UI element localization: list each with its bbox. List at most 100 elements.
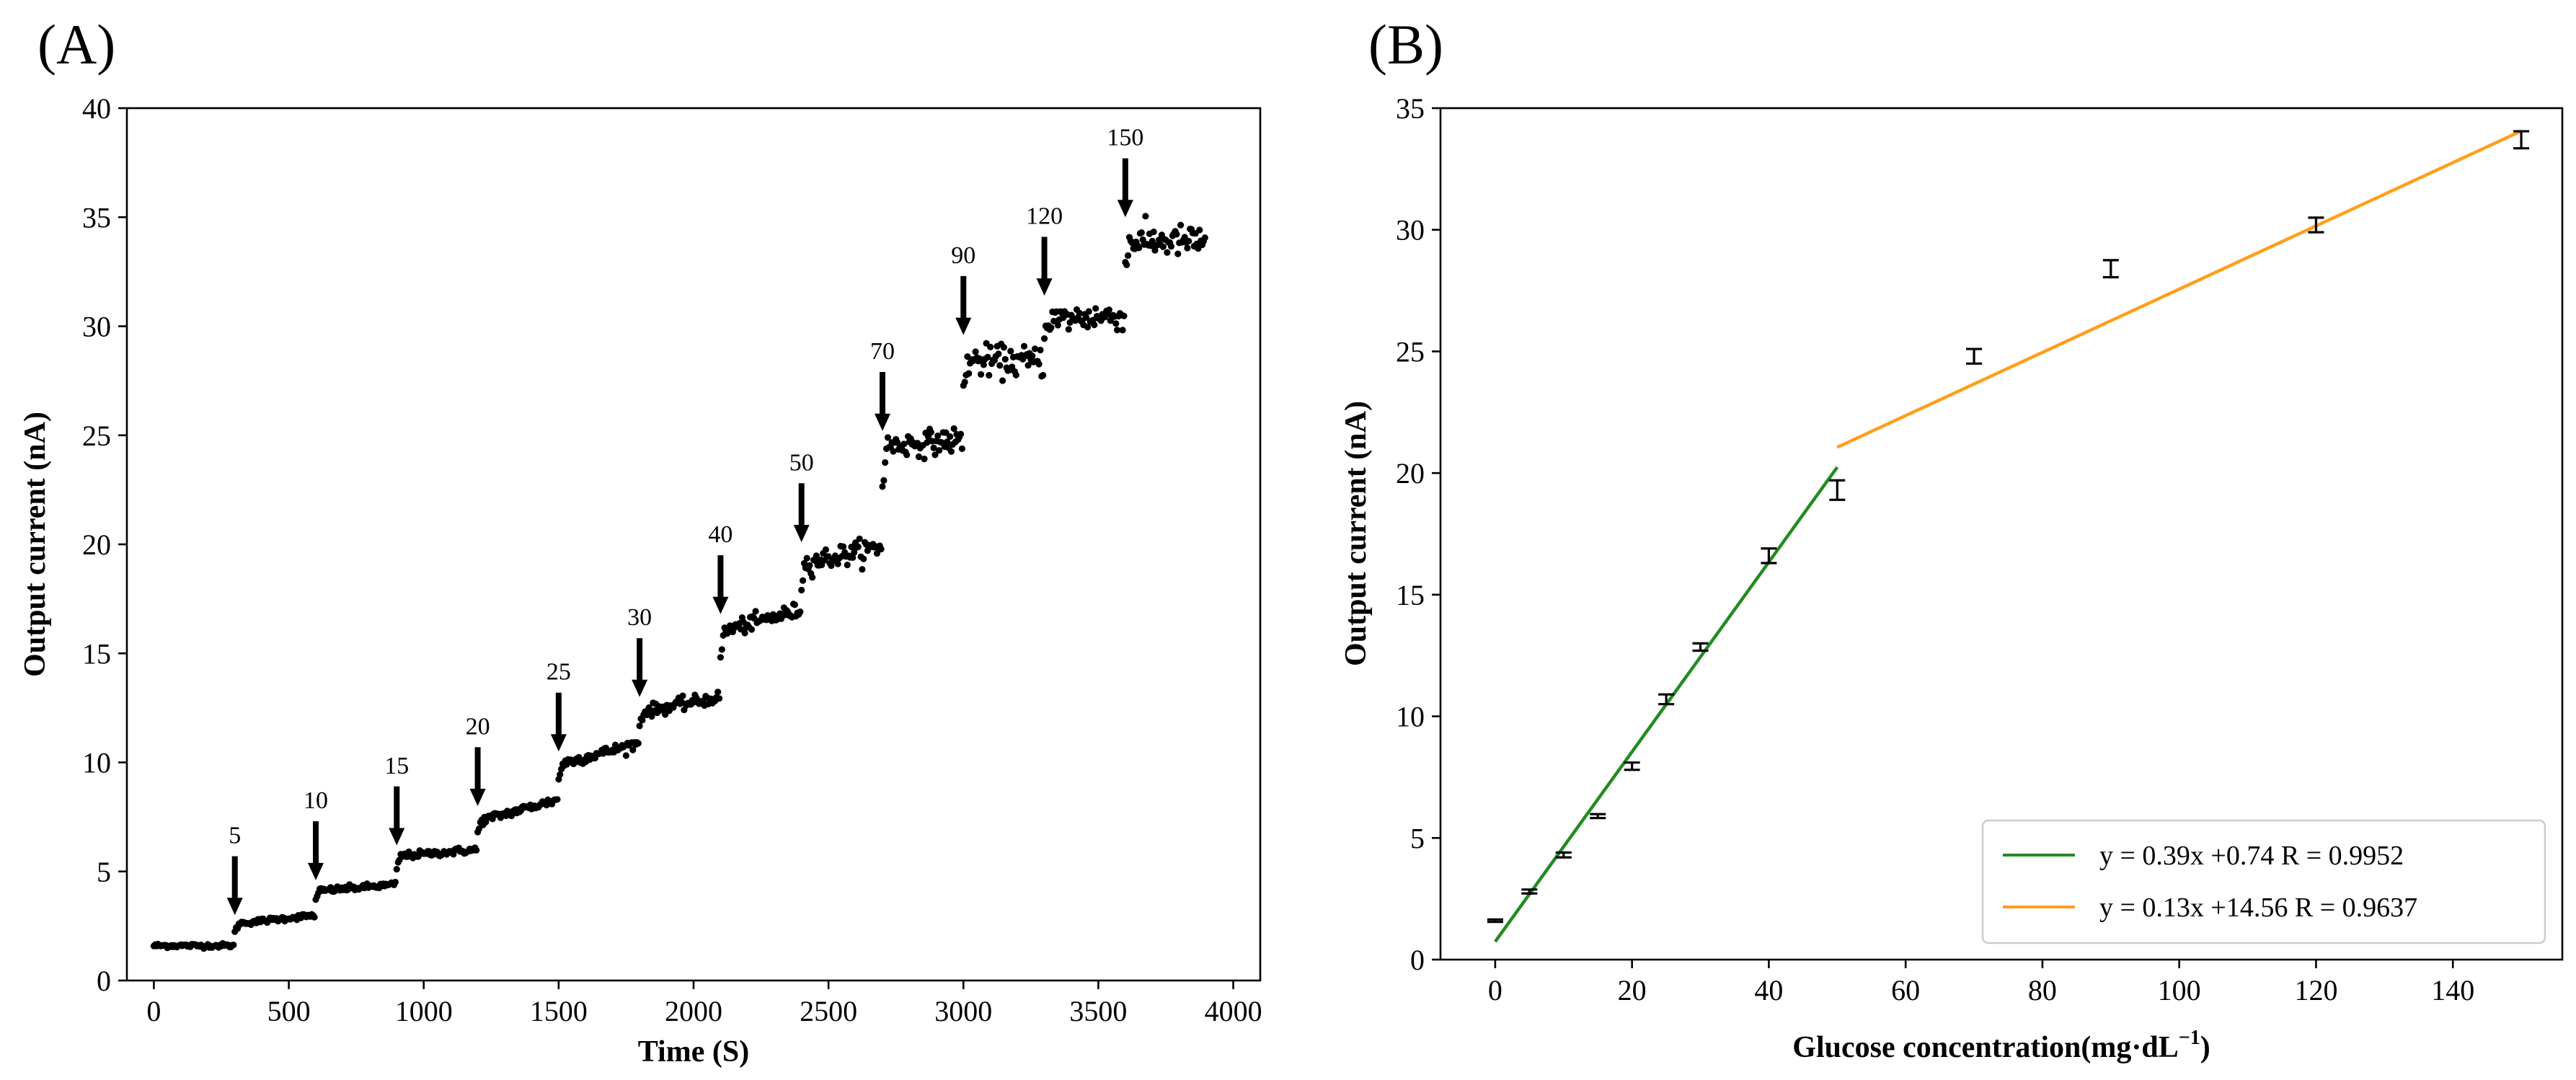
data-point	[882, 459, 889, 466]
data-point	[879, 483, 886, 490]
data-point	[489, 815, 496, 823]
data-point	[230, 942, 237, 949]
annotation-label: 20	[466, 713, 490, 740]
data-point	[800, 577, 807, 584]
data-point	[648, 713, 655, 720]
annotation-label: 90	[951, 242, 975, 269]
error-bar	[1966, 348, 1983, 365]
error-bar	[1829, 479, 1846, 501]
x-tick-label: 40	[1754, 974, 1783, 1006]
data-point	[1173, 231, 1180, 238]
fit-line-2	[1836, 129, 2523, 449]
data-point	[1029, 353, 1036, 360]
data-point	[679, 692, 686, 699]
data-point	[1150, 229, 1157, 236]
x-tick-label: 500	[267, 995, 311, 1027]
error-bar	[2513, 130, 2530, 150]
y-tick-label: 35	[1396, 92, 1425, 125]
data-point	[1105, 306, 1112, 314]
data-point	[1136, 244, 1143, 252]
data-point	[828, 562, 835, 570]
data-point	[636, 722, 643, 730]
data-point	[931, 451, 939, 459]
data-point	[797, 608, 804, 616]
data-point	[639, 717, 646, 724]
data-point	[1201, 234, 1208, 242]
data-point	[1159, 243, 1167, 250]
annotation-arrow-head	[712, 596, 729, 614]
data-point	[1142, 213, 1149, 220]
legend-box	[1981, 819, 2546, 944]
data-point	[1125, 252, 1132, 260]
data-point	[840, 543, 847, 550]
x-tick-label: 120	[2294, 974, 2337, 1006]
x-tick-label: 100	[2158, 974, 2201, 1006]
annotation-label: 150	[1107, 125, 1143, 151]
data-point	[848, 544, 855, 551]
data-point	[622, 752, 630, 759]
data-point	[1007, 348, 1014, 355]
data-point	[930, 444, 937, 451]
annotation-arrow-head	[550, 734, 567, 752]
panel-b-x-axis-title: Glucose concentration(mg·dL−1)	[1792, 1027, 2210, 1064]
data-point	[1020, 342, 1028, 350]
y-tick-label: 35	[82, 201, 111, 234]
data-point	[1177, 221, 1185, 229]
data-point	[877, 546, 885, 553]
data-point	[965, 370, 973, 377]
data-point	[900, 441, 908, 448]
error-bar	[1555, 851, 1572, 859]
data-point	[978, 371, 985, 378]
y-tick-label: 30	[82, 311, 111, 343]
data-point	[1164, 249, 1171, 256]
data-point	[798, 586, 805, 594]
data-point	[311, 913, 318, 921]
data-point	[961, 379, 968, 386]
annotation-label: 15	[384, 753, 409, 779]
data-point	[391, 878, 399, 886]
data-point	[1114, 327, 1121, 334]
y-tick-label: 20	[1396, 457, 1425, 490]
data-point	[851, 549, 858, 557]
annotation-label: 40	[708, 521, 732, 548]
data-point	[1123, 261, 1130, 268]
x-tick-label: 140	[2431, 974, 2474, 1006]
data-point	[629, 746, 637, 753]
data-point	[1084, 324, 1092, 331]
annotation-label: 70	[870, 338, 895, 365]
data-point	[915, 453, 923, 461]
annotation-label: 10	[304, 787, 328, 814]
data-point	[1035, 360, 1043, 368]
y-tick-label: 5	[1410, 822, 1425, 854]
y-tick-label: 25	[1396, 335, 1425, 368]
panel-b-legend: y = 0.39x +0.74 R = 0.9952 y = 0.13x +14…	[1981, 819, 2546, 944]
data-point	[1138, 229, 1145, 236]
data-point	[741, 629, 748, 637]
data-point	[934, 432, 942, 440]
data-point	[717, 654, 725, 661]
data-point	[718, 646, 725, 653]
y-tick-label: 15	[1396, 579, 1425, 611]
panel-b-plot-frame	[1439, 107, 2564, 961]
data-point	[1012, 371, 1019, 379]
data-point	[880, 477, 888, 484]
error-bar	[1658, 693, 1675, 706]
annotation-label: 30	[627, 604, 652, 631]
panel-b-x-axis: 0 20 40 60 80 100 120 140	[1488, 960, 2474, 1006]
x-tick-label: 2000	[665, 995, 722, 1027]
data-point	[1076, 309, 1083, 317]
annotation-arrow-head	[308, 862, 324, 880]
error-bar	[1487, 918, 1503, 924]
data-point	[1092, 305, 1099, 312]
panel-b-y-axis: 0 5 10 15 20 25 30 35	[1396, 92, 1440, 976]
panel-a-data-points	[150, 213, 1208, 952]
data-point	[1085, 308, 1092, 315]
data-point	[1050, 317, 1058, 324]
data-point	[822, 546, 829, 554]
panel-a-y-axis-title: Output current (nA)	[19, 412, 52, 677]
data-point	[1083, 314, 1090, 321]
data-point	[1184, 244, 1191, 252]
data-point	[884, 434, 892, 441]
data-point	[924, 439, 931, 446]
